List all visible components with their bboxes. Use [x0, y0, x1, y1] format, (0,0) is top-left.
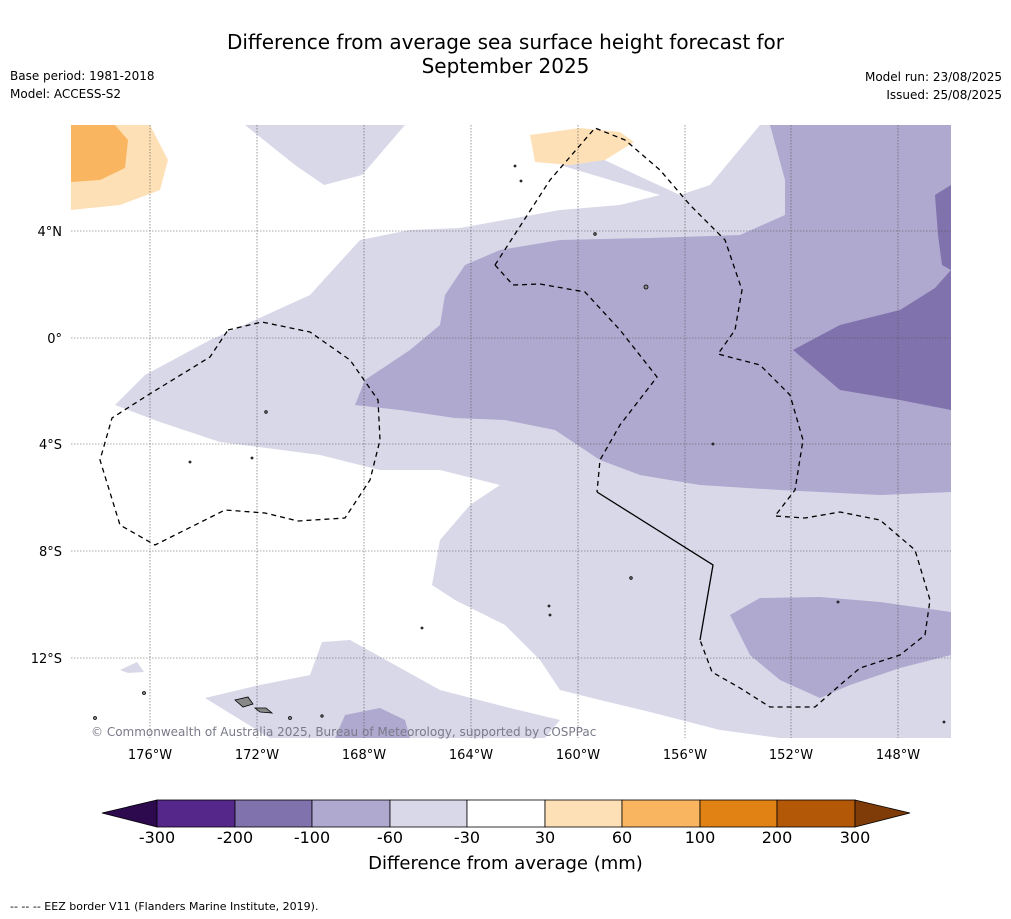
- lon-label: 156°W: [663, 748, 707, 763]
- eez-footnote: -- -- -- EEZ border V11 (Flanders Marine…: [10, 900, 319, 913]
- issued-date: Issued: 25/08/2025: [886, 88, 1002, 102]
- region-minus200-minus100: [935, 185, 951, 270]
- lat-label: 4°S: [39, 438, 62, 453]
- lon-label: 176°W: [128, 748, 172, 763]
- island: [548, 613, 552, 617]
- colorbar-tick-label: -60: [376, 828, 404, 847]
- region-minus100-minus60: [355, 125, 951, 495]
- colorbar-segment: [544, 799, 623, 828]
- island: [93, 716, 97, 720]
- lat-label: 12°S: [31, 652, 62, 667]
- colorbar-segment: [156, 799, 236, 828]
- metadata-right: Model run: 23/08/2025 Issued: 25/08/2025: [865, 68, 1002, 104]
- island: [643, 284, 649, 290]
- region-minus60-minus30: [120, 662, 144, 673]
- colorbar-tick-label: -300: [138, 828, 176, 847]
- lon-label: 164°W: [449, 748, 493, 763]
- colorbar-tick-label: 30: [534, 828, 556, 847]
- colorbar-tick-label: -200: [216, 828, 254, 847]
- colorbar-segment: [311, 799, 391, 828]
- island: [250, 456, 254, 460]
- colorbar-tick-label: -30: [453, 828, 481, 847]
- island: [711, 442, 715, 446]
- colorbar-segment: [466, 799, 546, 828]
- island: [142, 691, 146, 695]
- eez-border: [494, 127, 931, 708]
- island: [547, 604, 551, 608]
- title-line-1: Difference from average sea surface heig…: [226, 30, 785, 54]
- lon-label: 148°W: [876, 748, 920, 763]
- model-run: Model run: 23/08/2025: [864, 70, 1002, 84]
- colorbar-segment: [776, 799, 856, 828]
- eez-border: [99, 321, 381, 546]
- map-title: Difference from average sea surface heig…: [0, 30, 1011, 78]
- colorbar-segment: [389, 799, 468, 828]
- metadata-left: Base period: 1981-2018 Model: ACCESS-S2: [10, 67, 155, 103]
- region-plus30-plus60: [530, 128, 634, 165]
- colorbar-max-arrow: [854, 799, 911, 828]
- graticule: [71, 125, 951, 738]
- islands: [93, 164, 946, 724]
- region-minus100-minus60: [335, 708, 410, 738]
- title-line-2: September 2025: [421, 54, 590, 78]
- colorbar-segment: [621, 799, 701, 828]
- boundary-line: [596, 491, 714, 641]
- island-samoa-upolu: [253, 707, 274, 714]
- colorbar-title: Difference from average (mm): [368, 853, 643, 874]
- colorbar-tick-label: -100: [293, 828, 331, 847]
- island: [288, 716, 292, 720]
- island: [519, 179, 523, 183]
- colorbar-segment: [699, 799, 778, 828]
- eez-borders: [99, 127, 931, 708]
- colorbar-tick-label: 60: [611, 828, 633, 847]
- colorbar-tick-label: 100: [684, 828, 716, 847]
- lon-label: 160°W: [556, 748, 600, 763]
- island: [836, 600, 840, 604]
- island: [513, 164, 517, 168]
- island: [188, 460, 192, 464]
- lat-label: 0°: [47, 332, 62, 347]
- model-name: Model: ACCESS-S2: [10, 87, 122, 101]
- island: [593, 232, 597, 236]
- island: [420, 626, 424, 630]
- region-plus60-plus100: [71, 125, 128, 182]
- region-minus60-minus30: [245, 125, 405, 185]
- map-field: [71, 125, 951, 738]
- region-minus100-minus60: [730, 597, 951, 698]
- island: [942, 720, 946, 724]
- colorbar-tick-label: 300: [839, 828, 871, 847]
- lat-label: 8°S: [39, 545, 62, 560]
- lon-label: 152°W: [769, 748, 813, 763]
- region-minus100-minus60: [849, 125, 866, 138]
- colorbar-min-arrow: [101, 799, 158, 828]
- colorbar: [101, 799, 911, 828]
- copyright-text: © Commonwealth of Australia 2025, Bureau…: [91, 725, 596, 739]
- island: [264, 410, 268, 414]
- region-minus200-minus100: [793, 270, 951, 410]
- island: [629, 576, 633, 580]
- lat-label: 4°N: [38, 225, 63, 240]
- lon-label: 168°W: [342, 748, 386, 763]
- eez-border: [494, 264, 658, 493]
- base-period: Base period: 1981-2018: [10, 69, 155, 83]
- lon-label: 172°W: [235, 748, 279, 763]
- island-samoa-savaii: [234, 696, 254, 708]
- colorbar-segment: [234, 799, 313, 828]
- colorbar-tick-label: 200: [761, 828, 793, 847]
- island: [320, 714, 324, 718]
